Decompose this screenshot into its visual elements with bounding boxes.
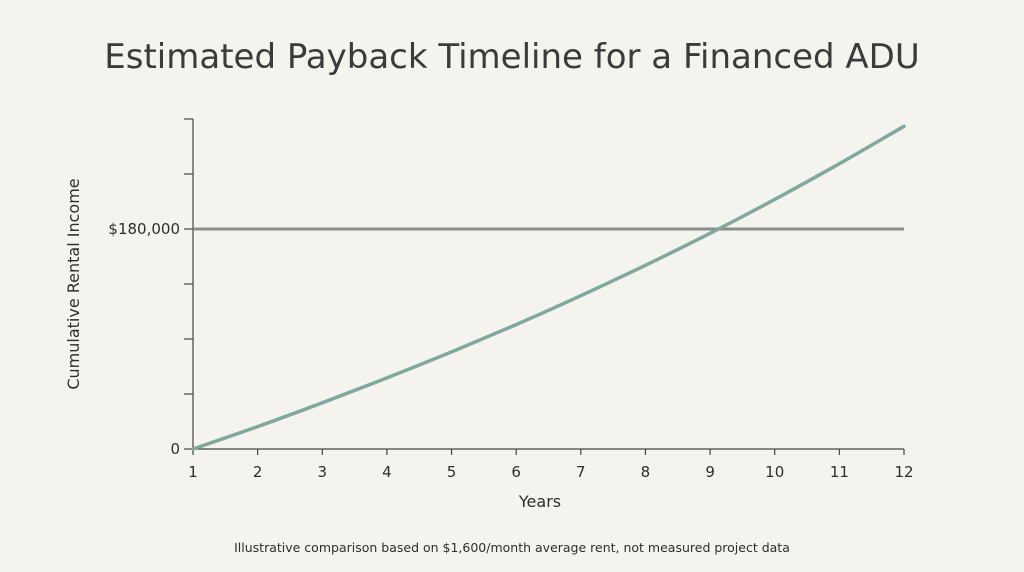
x-tick-label: 1: [188, 463, 198, 481]
series-line: [191, 124, 906, 451]
y-tick-label: $180,000: [108, 220, 180, 238]
series-group: [191, 124, 906, 451]
x-tick-label: 5: [447, 463, 457, 481]
x-axis: 1 2 3 4 5 6 7 8 9 10 11 12: [188, 448, 914, 481]
x-tick-label: 12: [894, 463, 913, 481]
x-tick-label: 10: [765, 463, 784, 481]
x-tick-label: 9: [705, 463, 715, 481]
x-tick-label: 4: [382, 463, 392, 481]
x-tick-label: 6: [511, 463, 521, 481]
x-tick-label: 8: [641, 463, 651, 481]
footnote: Illustrative comparison based on $1,600/…: [234, 540, 790, 555]
x-tick-label: 2: [253, 463, 263, 481]
y-axis-title: Cumulative Rental Income: [64, 178, 83, 389]
y-axis: 0 $180,000: [108, 118, 194, 458]
x-tick-label: 3: [317, 463, 327, 481]
y-tick-label: 0: [170, 440, 180, 458]
x-tick-label: 11: [830, 463, 849, 481]
x-axis-title: Years: [518, 492, 561, 511]
chart-title: Estimated Payback Timeline for a Finance…: [104, 37, 919, 77]
x-tick-label: 7: [576, 463, 586, 481]
